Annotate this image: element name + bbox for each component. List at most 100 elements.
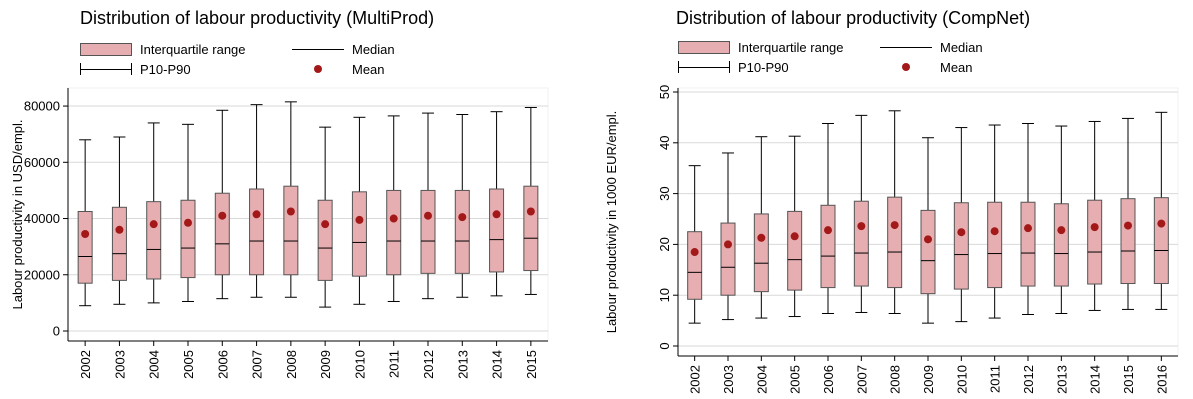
x-tick-label: 2003 [721, 365, 736, 394]
x-tick-label: 2010 [954, 365, 969, 394]
y-tick-label: 0 [53, 324, 60, 339]
mean-dot [492, 210, 501, 219]
mean-dot [424, 211, 432, 220]
iqr-box [283, 185, 299, 276]
mean-dot [389, 214, 398, 223]
mean-dot [1124, 221, 1132, 230]
iqr-box [853, 200, 869, 287]
legend-swatch-whisker [80, 63, 132, 75]
y-tick-label: 0 [657, 342, 672, 349]
legend-swatch-mean [880, 61, 932, 73]
x-tick-label: 2013 [455, 350, 470, 379]
y-tick-label: 80000 [24, 99, 60, 114]
x-tick-label: 2009 [318, 350, 333, 379]
box-2015 [523, 106, 539, 295]
mean-dot [824, 226, 832, 235]
box-2005 [787, 135, 803, 318]
mean-dot [857, 222, 866, 231]
chart-title: Distribution of labour productivity (Mul… [80, 8, 435, 28]
mean-dot [1157, 219, 1166, 228]
legend-item-iqr: Interquartile range [678, 38, 844, 56]
x-tick-label: 2010 [352, 350, 367, 379]
box-2007 [249, 104, 265, 298]
box-2003 [720, 152, 736, 321]
box-2012 [1020, 122, 1036, 316]
iqr-box [351, 191, 367, 277]
mean-dot [690, 248, 699, 257]
legend-label-iqr: Interquartile range [140, 41, 246, 57]
x-tick-label: 2007 [854, 365, 869, 394]
box-2010 [953, 127, 969, 323]
x-tick-label: 2002 [78, 350, 93, 379]
y-tick-label: 40 [657, 136, 672, 150]
legend-swatch-whisker [678, 61, 730, 73]
x-tick-label: 2005 [788, 365, 803, 394]
chart-title: Distribution of labour productivity (Com… [676, 8, 1031, 28]
legend-label-iqr: Interquartile range [738, 39, 844, 55]
mean-dot [218, 211, 227, 220]
iqr-box [987, 201, 1003, 289]
x-tick-label: 2006 [821, 365, 836, 394]
mean-dot [81, 229, 90, 238]
box-2010 [351, 116, 367, 305]
box-2009 [920, 137, 936, 324]
iqr-box [920, 209, 936, 295]
legend-swatch-iqr [678, 40, 730, 54]
mean-dot [990, 227, 999, 236]
x-tick-label: 2012 [1021, 365, 1036, 394]
x-tick-label: 2008 [284, 350, 299, 379]
x-tick-label: 2006 [215, 350, 230, 379]
mean-dot [724, 240, 732, 249]
y-tick-label: 40000 [24, 211, 60, 226]
mean-dot [790, 232, 799, 241]
y-tick-label: 60000 [24, 155, 60, 170]
legend-item-iqr: Interquartile range [80, 40, 246, 58]
iqr-box [454, 189, 470, 274]
iqr-box [111, 206, 127, 281]
x-tick-label: 2016 [1154, 365, 1169, 394]
iqr-box [787, 210, 803, 291]
boxplot-compnet: 0 10 20 30 40 50 Labour productivity in 1000 E… [604, 85, 1179, 394]
boxplot-multiprod: 0 20000 40000 60000 80000 Labour productivity… [10, 87, 549, 379]
mean-dot [252, 210, 261, 219]
mean-dot [526, 207, 535, 216]
mean-dot [1057, 226, 1066, 235]
x-tick-label: 2015 [1121, 365, 1136, 394]
legend-item-median: Median [292, 40, 395, 58]
iqr-box [1053, 203, 1069, 287]
legend-swatch-median [292, 48, 344, 50]
iqr-box [146, 201, 162, 280]
iqr-box [720, 222, 736, 296]
legend-label-whisker: P10-P90 [738, 59, 789, 75]
y-tick-label: 10 [657, 288, 672, 302]
box-2004 [146, 122, 162, 304]
iqr-box [489, 188, 505, 273]
x-tick-label: 2011 [387, 350, 402, 378]
chart-panel-multiprod: Distribution of labour productivity (Mul… [0, 0, 596, 399]
box-2008 [887, 110, 903, 314]
x-tick-label: 2014 [490, 350, 505, 379]
legend-item-median: Median [880, 38, 983, 56]
mean-dot [1090, 223, 1099, 232]
iqr-box [1020, 201, 1036, 287]
x-tick-label: 2003 [112, 350, 127, 379]
plot-area [67, 87, 549, 342]
box-2016 [1153, 111, 1169, 310]
box-2002 [687, 165, 703, 324]
iqr-box [1087, 199, 1103, 285]
x-tick-label: 2004 [754, 365, 769, 394]
box-2009 [317, 126, 333, 308]
iqr-box [180, 199, 196, 279]
box-2012 [420, 112, 436, 300]
box-2004 [753, 136, 769, 319]
chart-panel-compnet: Distribution of labour productivity (Com… [596, 0, 1193, 399]
mean-dot [184, 218, 192, 227]
box-2013 [454, 113, 470, 298]
box-2011 [386, 115, 402, 302]
iqr-box [420, 189, 436, 274]
box-2006 [820, 122, 836, 314]
legend-item-mean: Mean [292, 60, 385, 78]
legend-swatch-iqr [80, 42, 132, 56]
legend-label-whisker: P10-P90 [140, 61, 191, 77]
iqr-box [953, 202, 969, 290]
